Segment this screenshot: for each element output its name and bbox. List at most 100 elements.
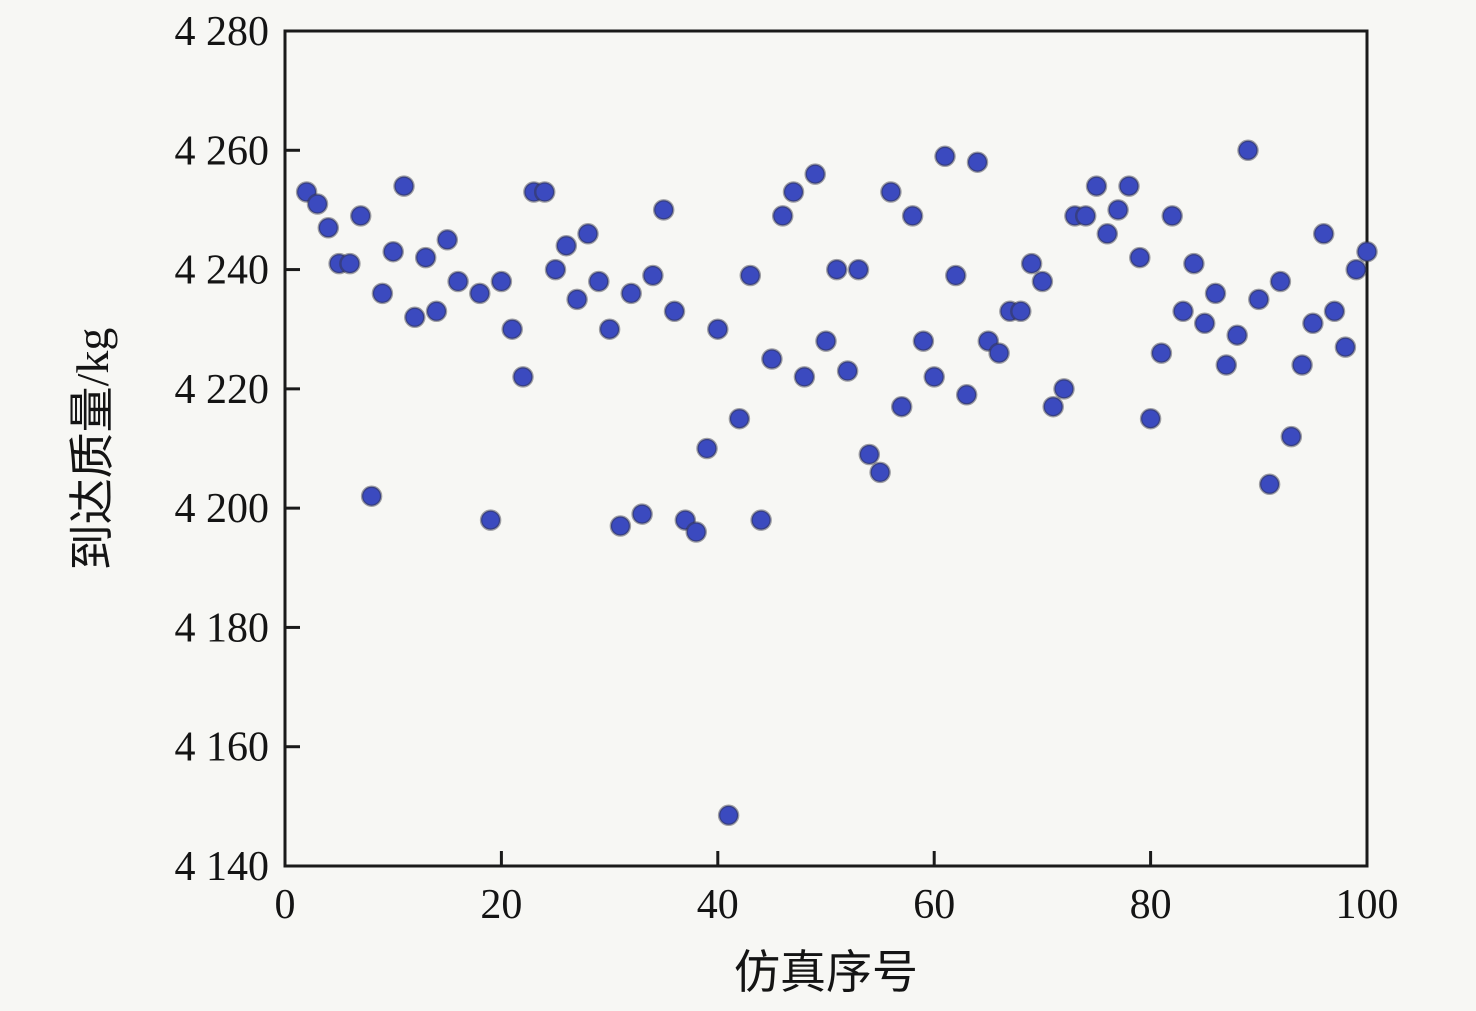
data-point xyxy=(696,437,718,460)
data-point xyxy=(1053,378,1075,400)
y-tick-label: 4 160 xyxy=(175,725,270,771)
data-point xyxy=(1193,312,1216,335)
data-point xyxy=(1096,223,1119,245)
data-point xyxy=(533,181,556,203)
data-point xyxy=(295,181,318,203)
data-point xyxy=(1345,258,1367,281)
data-point xyxy=(425,300,448,323)
data-point xyxy=(1107,199,1129,221)
plot-frame xyxy=(283,29,1369,868)
x-tick-label: 20 xyxy=(480,882,522,928)
data-point xyxy=(880,181,902,203)
data-point xyxy=(1356,240,1378,263)
data-point xyxy=(966,151,989,173)
data-point xyxy=(804,163,826,185)
data-point xyxy=(739,264,762,287)
data-point xyxy=(1031,270,1054,293)
data-point xyxy=(771,205,794,227)
data-point xyxy=(1248,288,1270,311)
data-point xyxy=(890,395,913,418)
data-point xyxy=(707,318,729,340)
data-point xyxy=(1280,425,1303,448)
data-point xyxy=(349,205,372,227)
data-point xyxy=(566,288,588,311)
data-point xyxy=(620,282,642,305)
data-point xyxy=(1183,252,1205,275)
data-point xyxy=(1010,300,1032,323)
data-point xyxy=(414,246,437,269)
y-tick-label: 4 240 xyxy=(175,248,270,294)
x-tick-label: 60 xyxy=(913,882,955,928)
data-point xyxy=(1172,300,1194,323)
data-point xyxy=(1258,473,1281,496)
data-point xyxy=(469,282,491,305)
data-point xyxy=(306,193,329,215)
data-point xyxy=(393,175,415,197)
x-axis-title: 仿真序号 xyxy=(734,947,918,998)
data-point xyxy=(479,509,502,531)
data-point xyxy=(728,407,751,430)
data-point xyxy=(717,804,740,827)
data-point xyxy=(577,223,599,245)
data-point xyxy=(826,258,848,281)
data-point xyxy=(945,264,967,287)
data-point xyxy=(901,205,924,227)
data-point xyxy=(588,270,610,293)
data-point xyxy=(544,258,567,281)
data-point xyxy=(652,199,675,221)
x-tick-label: 0 xyxy=(275,882,296,928)
data-point xyxy=(1291,354,1313,376)
data-point xyxy=(988,342,1010,364)
data-point xyxy=(1020,252,1043,275)
data-point xyxy=(1237,139,1259,162)
tick-labels: 0 20 40 60 80 100 4 140 4 160 4 180 4 200 4 220 4 2… xyxy=(175,9,1399,928)
data-point xyxy=(555,234,578,257)
data-point xyxy=(609,515,632,537)
data-point xyxy=(631,503,653,525)
data-point xyxy=(404,306,426,329)
data-point xyxy=(663,300,686,323)
data-point xyxy=(371,282,394,305)
data-point xyxy=(1118,175,1140,197)
axis-ticks xyxy=(283,29,1369,868)
data-point xyxy=(512,366,534,388)
y-axis-title: 到达质量/kg xyxy=(67,328,118,571)
data-point xyxy=(382,240,404,263)
data-point xyxy=(1269,270,1292,293)
data-point xyxy=(869,461,891,484)
data-point xyxy=(1323,300,1346,323)
y-tick-label: 4 140 xyxy=(175,844,270,890)
data-point xyxy=(912,330,935,352)
data-point xyxy=(923,366,945,388)
data-point xyxy=(1334,336,1357,358)
data-point xyxy=(1302,312,1324,335)
y-tick-label: 4 200 xyxy=(175,486,270,532)
data-point xyxy=(847,258,870,281)
data-point xyxy=(955,384,978,406)
data-point xyxy=(934,145,956,168)
data-point xyxy=(685,521,707,543)
data-point xyxy=(782,181,805,203)
data-point xyxy=(793,366,816,388)
data-point xyxy=(1150,342,1173,364)
data-point xyxy=(1215,354,1238,376)
data-point xyxy=(642,264,664,287)
data-point xyxy=(1085,175,1108,197)
y-tick-label: 4 220 xyxy=(175,367,270,413)
x-tick-label: 100 xyxy=(1336,882,1399,928)
data-point xyxy=(761,348,783,370)
data-point xyxy=(490,270,513,293)
data-point xyxy=(1226,324,1248,346)
data-point xyxy=(1161,205,1183,227)
data-point xyxy=(339,252,361,275)
y-tick-label: 4 180 xyxy=(175,605,270,651)
data-point xyxy=(317,217,340,239)
data-point xyxy=(436,229,459,251)
data-point xyxy=(1129,246,1151,269)
data-point xyxy=(598,318,621,340)
data-points xyxy=(295,139,1378,827)
y-tick-label: 4 260 xyxy=(175,128,270,174)
data-point xyxy=(1312,223,1335,245)
